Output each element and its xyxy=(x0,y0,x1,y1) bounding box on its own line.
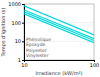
y-tick-mark xyxy=(22,60,24,61)
x-tick-label: 10 xyxy=(21,62,27,68)
series-label: Phénolique xyxy=(26,37,51,42)
series-line xyxy=(24,10,94,39)
y-tick-label: 10 xyxy=(15,38,21,44)
series-labels: PhénoliqueÉpoxydePolyesterVinylester xyxy=(26,37,51,59)
y-tick-mark xyxy=(22,41,24,42)
y-axis-line xyxy=(22,5,25,61)
lines xyxy=(24,6,94,43)
grid-line-y xyxy=(24,22,94,23)
y-tick-mark xyxy=(22,4,24,5)
y-tick: 1000 xyxy=(8,1,24,7)
y-tick-label: 1 xyxy=(18,57,21,63)
y-tick-label: 100 xyxy=(11,20,21,26)
x-tick-label: 100 xyxy=(90,62,100,68)
series-label: Époxyde xyxy=(26,41,45,47)
series-line xyxy=(24,12,94,41)
series-label: Polyester xyxy=(26,48,47,53)
y-tick: 100 xyxy=(11,20,24,26)
x-tick: 10 xyxy=(21,60,27,68)
grid xyxy=(24,4,94,60)
y-axis: 1 10 100 1000 xyxy=(8,1,24,63)
y-axis-title: Temps d'ignition (s) xyxy=(0,8,7,58)
series-line xyxy=(24,14,94,43)
chart: 101001101001000PhénoliqueÉpoxydePolyeste… xyxy=(0,0,100,77)
x-axis-title: Irradiance (kW/m²) xyxy=(35,70,82,76)
y-tick: 10 xyxy=(15,38,24,44)
x-tick: 100 xyxy=(90,60,100,68)
plot: 101001101001000PhénoliqueÉpoxydePolyeste… xyxy=(8,1,99,67)
y-tick-mark xyxy=(22,23,24,24)
series-label: Vinylester xyxy=(26,53,49,58)
plot-frame xyxy=(24,4,94,60)
x-axis: 10 100 xyxy=(21,60,99,68)
series-line xyxy=(24,6,94,35)
x-axis-line xyxy=(25,61,95,63)
y-tick-label: 1000 xyxy=(8,1,21,7)
y-tick: 1 xyxy=(18,57,24,63)
